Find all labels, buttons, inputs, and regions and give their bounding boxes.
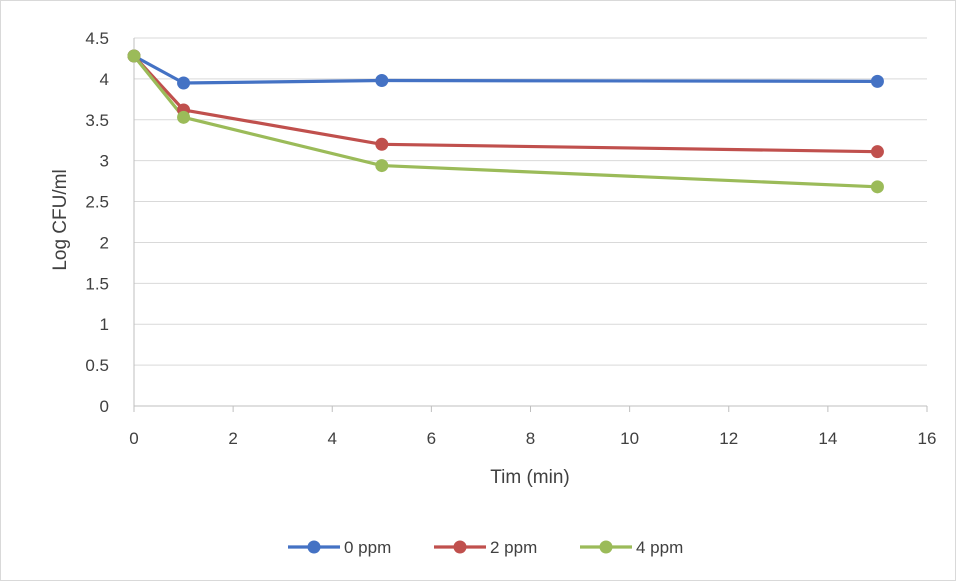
data-point	[375, 159, 389, 173]
x-tick-label: 8	[526, 429, 535, 448]
legend-label: 0 ppm	[344, 538, 391, 557]
data-point	[375, 137, 389, 151]
legend-label: 2 ppm	[490, 538, 537, 557]
x-tick-label: 4	[328, 429, 337, 448]
series-line-0	[133, 54, 878, 85]
x-axis-title: Tim (min)	[490, 467, 570, 488]
data-point	[870, 180, 884, 194]
y-tick-label: 0.5	[85, 356, 109, 375]
y-tick-label: 3.5	[85, 111, 109, 130]
y-tick-label: 3	[100, 152, 109, 171]
data-point	[127, 49, 141, 63]
series-line-2	[132, 54, 878, 189]
data-point	[177, 110, 191, 124]
y-axis-title: Log CFU/ml	[50, 169, 71, 270]
y-tick-label: 0	[100, 397, 109, 416]
gridlines	[134, 37, 927, 366]
data-point	[870, 74, 884, 88]
legend-marker	[307, 540, 321, 554]
x-tick-label: 12	[719, 429, 738, 448]
y-tick-label: 1	[100, 315, 109, 334]
axes: 0 0.5 1 1.5 2 2.5 3 3.5 4 4.5 0 2 4 6 8 10 12 14 16	[85, 29, 936, 448]
x-tick-label: 16	[918, 429, 937, 448]
x-tick-label: 6	[427, 429, 436, 448]
series-line-1	[132, 54, 878, 154]
y-tick-label: 2	[100, 233, 109, 252]
legend: 0 ppm 2 ppm 4 ppm	[288, 538, 683, 557]
x-tick-label: 14	[818, 429, 837, 448]
x-tick-label: 2	[228, 429, 237, 448]
x-tick-label: 0	[129, 429, 138, 448]
data-point	[375, 74, 389, 88]
series-lines	[127, 49, 884, 194]
data-point	[870, 145, 884, 159]
x-tick-label: 10	[620, 429, 639, 448]
y-tick-label: 4.5	[85, 29, 109, 48]
y-tick-label: 1.5	[85, 274, 109, 293]
legend-marker	[453, 540, 467, 554]
y-tick-label: 2.5	[85, 193, 109, 212]
legend-marker	[599, 540, 613, 554]
data-point	[177, 76, 191, 90]
y-tick-label: 4	[100, 70, 109, 89]
legend-label: 4 ppm	[636, 538, 683, 557]
